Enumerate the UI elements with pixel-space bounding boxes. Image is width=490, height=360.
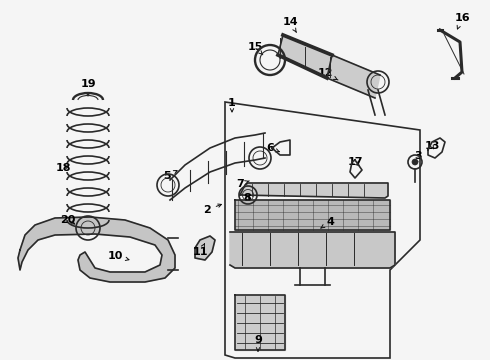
Text: 4: 4 <box>321 217 334 228</box>
Polygon shape <box>18 217 175 282</box>
Text: 15: 15 <box>247 42 263 55</box>
Polygon shape <box>230 232 395 268</box>
Text: 18: 18 <box>55 163 71 173</box>
Text: 12: 12 <box>317 68 338 80</box>
Text: 9: 9 <box>254 335 262 351</box>
Polygon shape <box>278 35 332 78</box>
Text: 17: 17 <box>347 157 363 167</box>
Text: 8: 8 <box>243 193 251 203</box>
Text: 2: 2 <box>203 204 221 215</box>
Polygon shape <box>240 183 388 198</box>
Text: 10: 10 <box>107 251 129 261</box>
Text: 3: 3 <box>414 151 422 164</box>
Polygon shape <box>327 55 380 98</box>
Text: 20: 20 <box>60 215 75 225</box>
Text: 13: 13 <box>424 141 440 151</box>
Text: 5: 5 <box>163 171 177 181</box>
Text: 7: 7 <box>236 179 249 189</box>
Text: 6: 6 <box>266 143 279 153</box>
Circle shape <box>412 159 418 165</box>
Polygon shape <box>195 236 215 260</box>
Polygon shape <box>235 200 390 230</box>
Text: 11: 11 <box>192 244 208 257</box>
Text: 1: 1 <box>228 98 236 112</box>
Text: 14: 14 <box>282 17 298 32</box>
Polygon shape <box>235 295 285 350</box>
Text: 16: 16 <box>454 13 470 29</box>
Text: 19: 19 <box>80 79 96 96</box>
